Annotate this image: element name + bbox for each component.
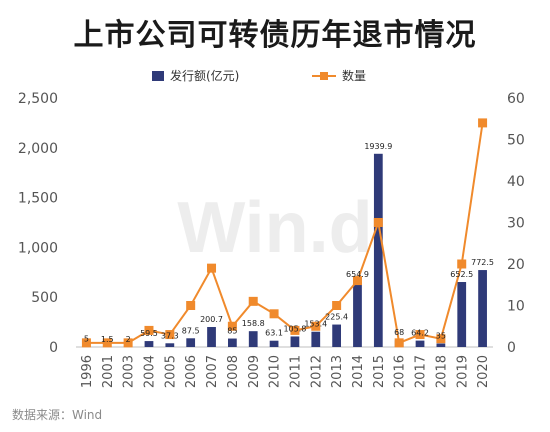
bar	[311, 331, 321, 347]
bar	[165, 343, 175, 347]
bar-value-label: 105.8	[283, 324, 306, 333]
bar-value-label: 85	[227, 327, 237, 336]
y-right-tick-label: 50	[507, 133, 525, 149]
line-marker	[352, 276, 362, 286]
x-tick-label: 2001	[101, 355, 116, 388]
line-marker	[436, 334, 446, 344]
y-right-tick-label: 10	[507, 299, 525, 315]
x-tick-label: 2017	[414, 355, 429, 388]
source-note: 数据来源：Wind	[12, 408, 103, 422]
watermark: Win.d	[177, 188, 372, 268]
y-left-tick-label: 1,500	[18, 191, 58, 207]
line-marker	[81, 338, 91, 348]
bar-value-label: 37.3	[161, 331, 179, 340]
bar-value-label: 59.5	[140, 329, 158, 338]
x-tick-label: 2010	[268, 355, 283, 388]
bar-value-label: 68	[394, 328, 404, 337]
line-marker	[394, 338, 404, 348]
y-left-tick-label: 500	[31, 290, 58, 306]
y-left-tick-label: 2,500	[18, 91, 58, 107]
x-tick-label: 2013	[330, 355, 345, 388]
line-marker	[248, 296, 258, 306]
bar	[436, 343, 446, 347]
x-tick-label: 2012	[309, 355, 324, 388]
x-tick-label: 2019	[455, 355, 470, 388]
line-marker	[102, 338, 112, 348]
line-marker	[165, 330, 175, 340]
legend-label-line: 数量	[342, 68, 366, 83]
x-tick-label: 2016	[393, 355, 408, 388]
bar-value-label: 200.7	[200, 315, 223, 324]
bar	[248, 331, 258, 347]
y-left-tick-label: 0	[49, 340, 58, 356]
y-right-tick-label: 0	[507, 340, 516, 356]
bar	[227, 338, 237, 347]
bar-value-label: 158.8	[242, 319, 265, 328]
bar-value-label: 652.5	[450, 270, 473, 279]
bar-value-label: 772.5	[471, 258, 494, 267]
bar	[415, 340, 425, 347]
y-left-tick-label: 1,000	[18, 240, 58, 256]
line-marker	[269, 309, 279, 319]
x-tick-label: 2005	[163, 355, 178, 388]
bar	[290, 336, 300, 347]
x-tick-label: 1996	[80, 355, 95, 388]
y-right-tick-label: 40	[507, 174, 525, 190]
x-tick-label: 2006	[184, 355, 199, 388]
line-marker	[123, 338, 133, 348]
line-marker	[227, 321, 237, 331]
legend-swatch-bar	[152, 71, 164, 81]
x-tick-label: 2015	[372, 355, 387, 388]
bar	[457, 282, 467, 347]
chart-title: 上市公司可转债历年退市情况	[73, 18, 477, 53]
bar	[353, 281, 362, 347]
x-tick-label: 2003	[122, 355, 137, 388]
x-tick-label: 2018	[434, 355, 449, 388]
line-marker	[186, 301, 196, 310]
bar-value-label: 1.5	[101, 335, 114, 344]
y-left-tick-label: 2,000	[18, 141, 58, 157]
bar-value-label: 64.2	[411, 329, 429, 338]
line-marker	[373, 218, 383, 227]
bar-value-label: 5	[84, 335, 89, 344]
x-tick-label: 2011	[288, 355, 303, 388]
line-marker	[207, 263, 217, 273]
bar-value-label: 654.9	[346, 270, 369, 279]
y-right-tick-label: 20	[507, 257, 525, 273]
bar	[144, 341, 154, 347]
x-tick-label: 2008	[226, 355, 241, 388]
line-marker	[144, 325, 154, 335]
line-marker	[457, 259, 467, 269]
line-marker	[332, 301, 342, 310]
line-marker	[290, 325, 300, 335]
line-marker	[415, 330, 425, 340]
bar	[373, 153, 383, 347]
bar	[478, 270, 487, 347]
x-tick-label: 2004	[143, 355, 158, 388]
bar-value-label: 2	[126, 335, 131, 344]
legend-label-bar: 发行额(亿元)	[170, 68, 239, 83]
bar	[332, 324, 342, 347]
legend-marker	[320, 72, 328, 80]
x-tick-label: 2020	[476, 355, 491, 388]
bar-value-label: 153.4	[304, 320, 327, 329]
x-tick-label: 2007	[205, 355, 220, 388]
bar-value-label: 225.4	[325, 313, 348, 322]
bar	[207, 327, 216, 347]
bar-value-label: 1939.9	[364, 142, 392, 151]
line-marker	[311, 321, 321, 331]
y-right-tick-label: 30	[507, 216, 525, 232]
bar-value-label: 63.1	[265, 329, 283, 338]
bar	[269, 340, 279, 347]
line-marker	[478, 118, 488, 128]
x-tick-label: 2009	[247, 355, 262, 388]
bar-value-label: 35	[436, 332, 446, 341]
x-tick-label: 2014	[351, 355, 366, 388]
bar-value-label: 87.5	[182, 326, 200, 335]
bar	[186, 338, 196, 347]
y-right-tick-label: 60	[507, 91, 525, 107]
